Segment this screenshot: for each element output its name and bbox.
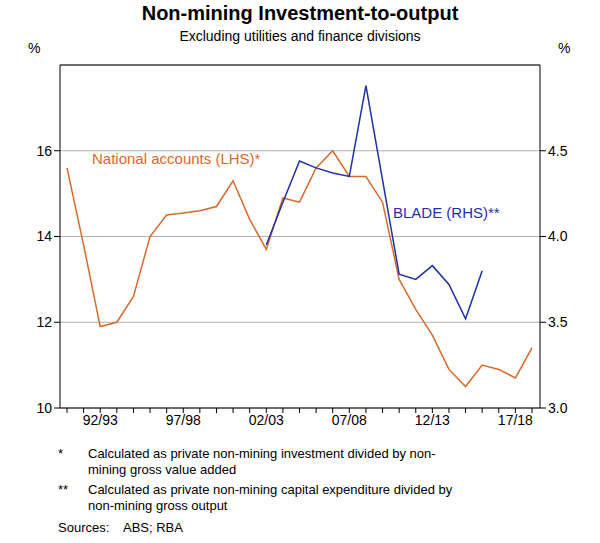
html-text:National accounts (LHS)*: National accounts (LHS)* bbox=[92, 150, 261, 167]
html-text:BLADE (RHS)**: BLADE (RHS)** bbox=[393, 204, 500, 221]
svg-text:3.5: 3.5 bbox=[548, 314, 568, 330]
svg-text:3.0: 3.0 bbox=[548, 400, 568, 416]
html-text:Calculated as private non-mini: Calculated as private non-mining capital… bbox=[88, 482, 453, 513]
svg-text:12/13: 12/13 bbox=[415, 412, 450, 428]
html-text:Non-mining Investment-to-outpu: Non-mining Investment-to-output bbox=[141, 2, 459, 24]
svg-text:16: 16 bbox=[36, 143, 52, 159]
svg-text:4.5: 4.5 bbox=[548, 143, 568, 159]
html-text:Excluding utilities and financ: Excluding utilities and finance division… bbox=[179, 28, 421, 44]
html-text:Calculated as private non-mini: Calculated as private non-mining investm… bbox=[88, 446, 436, 477]
svg-text:10: 10 bbox=[36, 400, 52, 416]
svg-text:97/98: 97/98 bbox=[166, 412, 201, 428]
svg-text:92/93: 92/93 bbox=[83, 412, 118, 428]
svg-text:14: 14 bbox=[36, 228, 52, 244]
svg-text:12: 12 bbox=[36, 314, 52, 330]
html-text:Sources:: Sources: bbox=[58, 520, 110, 535]
html-text:ABS; RBA: ABS; RBA bbox=[123, 520, 183, 535]
svg-text:02/03: 02/03 bbox=[249, 412, 284, 428]
svg-text:17/18: 17/18 bbox=[498, 412, 533, 428]
svg-text:07/08: 07/08 bbox=[332, 412, 367, 428]
svg-text:4.0: 4.0 bbox=[548, 228, 568, 244]
